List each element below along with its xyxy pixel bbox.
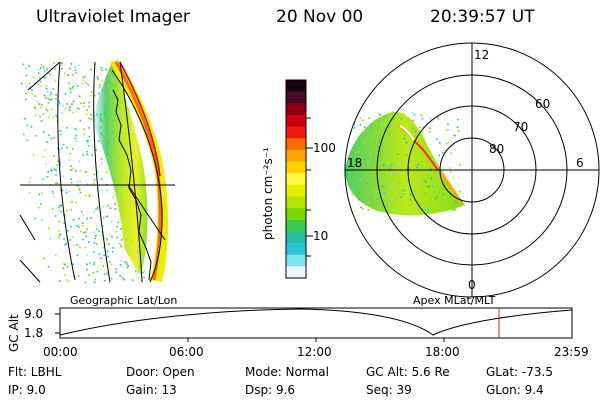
- status-gc-alt: GC Alt: 5.6 Re: [366, 365, 450, 379]
- color-bar-segment: [286, 231, 306, 244]
- color-bar-segment: [286, 149, 306, 163]
- status-mode: Mode: Normal: [245, 365, 329, 379]
- color-bar-segment: [286, 80, 306, 93]
- status-seq: Seq: 39: [366, 383, 412, 397]
- polar-grid: [344, 42, 600, 298]
- altitude-plot: [55, 307, 573, 342]
- lat-lon-grid: [19, 61, 175, 283]
- mlt-label-12: 12: [474, 48, 490, 62]
- status-filter: Flt: LBHL: [8, 365, 62, 379]
- mlt-label-6: 6: [576, 156, 584, 170]
- instrument-title: Ultraviolet Imager: [36, 7, 190, 27]
- altitude-curve: [59, 308, 573, 336]
- colorbar-tick-10: 10: [313, 229, 329, 243]
- color-bar-segment: [286, 173, 306, 186]
- status-ip: IP: 9.0: [8, 383, 46, 397]
- geographic-image: [19, 60, 175, 284]
- auroral-band-max: [119, 61, 161, 177]
- status-glat: GLat: -73.5: [486, 365, 553, 379]
- color-bar-ticks: [306, 117, 313, 257]
- color-bar-segment: [286, 254, 306, 267]
- altitude-xtick-1800: 18:00: [425, 345, 460, 359]
- color-bar-segment: [286, 219, 306, 232]
- color-bar-segment: [286, 126, 306, 139]
- color-bar-segment: [286, 91, 306, 104]
- altitude-ytick-1-8: 1.8: [24, 326, 44, 340]
- altitude-xtick-0000: 00:00: [43, 345, 78, 359]
- colorbar-tick-100: 100: [313, 141, 336, 155]
- altitude-ytick-9: 9.0: [24, 307, 44, 321]
- color-bar-segment: [286, 138, 306, 151]
- status-dsp: Dsp: 9.6: [245, 383, 296, 397]
- mlat-label-60: 60: [535, 97, 551, 111]
- mlt-label-0: 0: [468, 278, 476, 292]
- color-bar-segment: [286, 266, 306, 279]
- color-bar: [286, 80, 306, 279]
- continent-outline: [112, 89, 152, 281]
- color-bar-segment: [286, 208, 306, 221]
- mlat-label-80: 80: [489, 142, 505, 156]
- observation-time: 20:39:57 UT: [430, 7, 535, 27]
- color-bar-segment: [286, 161, 306, 174]
- mlt-label-18: 18: [347, 156, 363, 170]
- status-glon: GLon: 9.4: [486, 383, 544, 397]
- status-door: Door: Open: [126, 365, 195, 379]
- altitude-xtick-2359: 23:59: [554, 345, 589, 359]
- altitude-ylabel: GC Alt: [7, 314, 21, 352]
- colorbar-unit-label: photon cm⁻²s⁻¹: [261, 147, 275, 240]
- right-caption: Apex MLat/MLT: [413, 294, 496, 307]
- left-caption: Geographic Lat/Lon: [70, 294, 177, 307]
- color-bar-segment: [286, 184, 306, 197]
- status-gain: Gain: 13: [126, 383, 177, 397]
- polar-aurora: [345, 111, 465, 216]
- color-bar-segment: [286, 103, 306, 116]
- altitude-xtick-1200: 12:00: [297, 345, 332, 359]
- auroral-band-outer: [92, 62, 148, 275]
- altitude-xtick-0600: 06:00: [169, 345, 204, 359]
- observation-date: 20 Nov 00: [276, 7, 364, 27]
- color-bar-segment: [286, 114, 306, 128]
- color-bar-segment: [286, 243, 306, 256]
- color-bar-segment: [286, 196, 306, 209]
- altitude-frame: [59, 307, 573, 339]
- altitude-ticks: [55, 313, 445, 342]
- color-bar-frame: [285, 79, 307, 279]
- mlat-label-70: 70: [513, 120, 529, 134]
- polar-image: [344, 42, 600, 298]
